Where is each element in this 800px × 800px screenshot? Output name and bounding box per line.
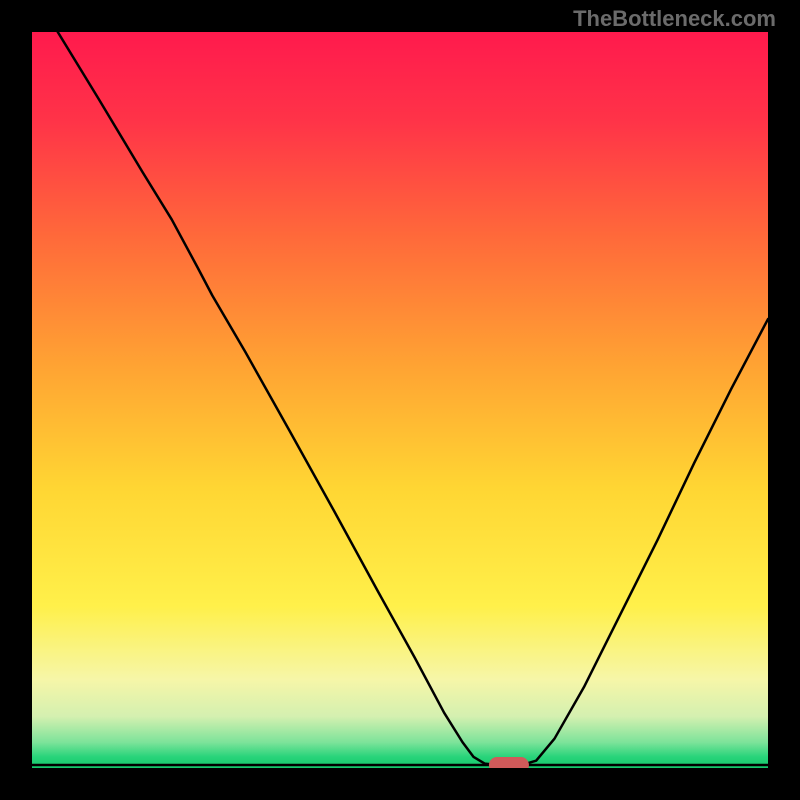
chart-frame: TheBottleneck.com xyxy=(0,0,800,800)
gradient-background xyxy=(32,32,768,768)
plot-area xyxy=(32,32,768,768)
source-watermark: TheBottleneck.com xyxy=(573,6,776,32)
